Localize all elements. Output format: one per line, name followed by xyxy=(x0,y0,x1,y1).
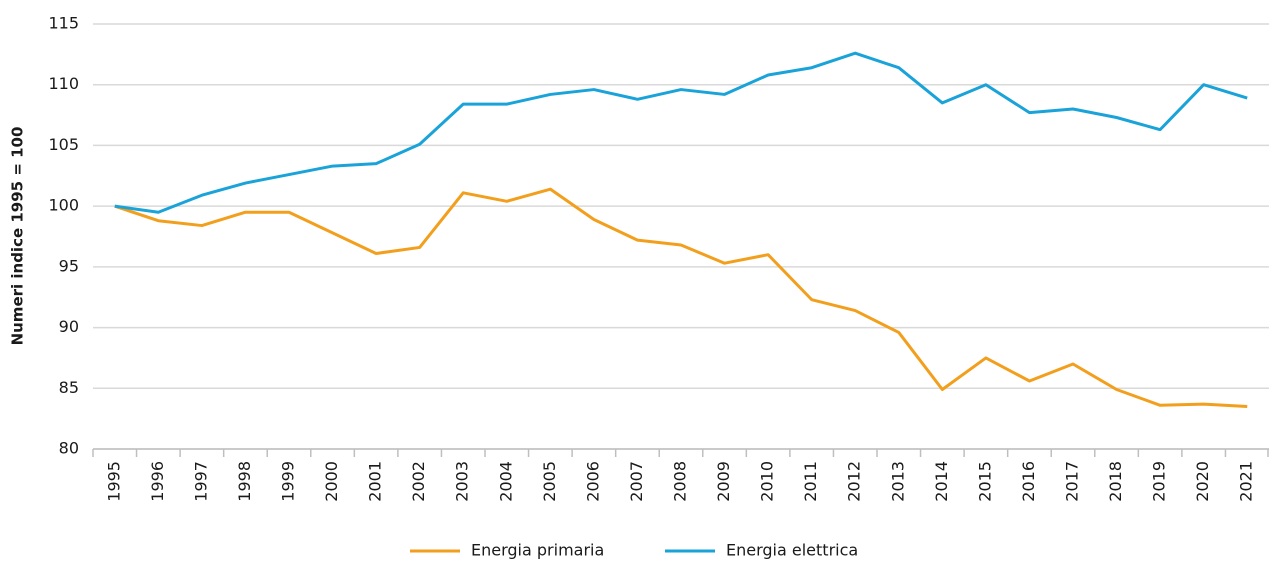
legend-label: Energia primaria xyxy=(471,541,604,560)
x-tick-label: 1995 xyxy=(104,461,123,502)
x-tick-label: 1997 xyxy=(191,461,210,502)
y-tick-label: 80 xyxy=(59,439,79,458)
y-tick-label: 115 xyxy=(48,14,79,33)
x-tick-label: 2016 xyxy=(1019,461,1038,502)
x-tick-label: 2020 xyxy=(1193,461,1212,502)
x-tick-label: 2011 xyxy=(801,461,820,502)
x-tick-label: 2013 xyxy=(888,461,907,502)
x-tick-label: 2000 xyxy=(322,461,341,502)
x-tick-label: 2002 xyxy=(409,461,428,502)
y-axis-label: Numeri indice 1995 = 100 xyxy=(9,127,27,346)
x-tick-label: 2019 xyxy=(1150,461,1169,502)
y-tick-label: 85 xyxy=(59,378,79,397)
y-tick-label: 110 xyxy=(48,74,79,93)
x-tick-label: 2017 xyxy=(1063,461,1082,502)
x-tick-label: 1996 xyxy=(148,461,167,502)
legend-label: Energia elettrica xyxy=(726,541,858,560)
x-tick-label: 2004 xyxy=(496,461,515,502)
x-tick-label: 2009 xyxy=(714,461,733,502)
x-tick-label: 2007 xyxy=(627,461,646,502)
x-tick-label: 2021 xyxy=(1237,461,1256,502)
y-tick-label: 95 xyxy=(59,256,79,275)
x-tick-label: 2008 xyxy=(671,461,690,502)
series-line xyxy=(114,51,1248,214)
x-tick-label: 2001 xyxy=(366,461,385,502)
x-tick-label: 2005 xyxy=(540,461,559,502)
x-tick-label: 2015 xyxy=(975,461,994,502)
x-tick-label: 2012 xyxy=(845,461,864,502)
x-tick-label: 1998 xyxy=(235,461,254,502)
x-tick-label: 2018 xyxy=(1106,461,1125,502)
y-tick-label: 90 xyxy=(59,317,79,336)
y-tick-label: 100 xyxy=(48,196,79,215)
y-tick-label: 105 xyxy=(48,135,79,154)
x-tick-label: 1999 xyxy=(279,461,298,502)
series-line xyxy=(114,187,1248,408)
x-tick-label: 2010 xyxy=(758,461,777,502)
x-tick-label: 2014 xyxy=(932,461,951,502)
x-tick-label: 2003 xyxy=(453,461,472,502)
x-tick-label: 2006 xyxy=(583,461,602,502)
